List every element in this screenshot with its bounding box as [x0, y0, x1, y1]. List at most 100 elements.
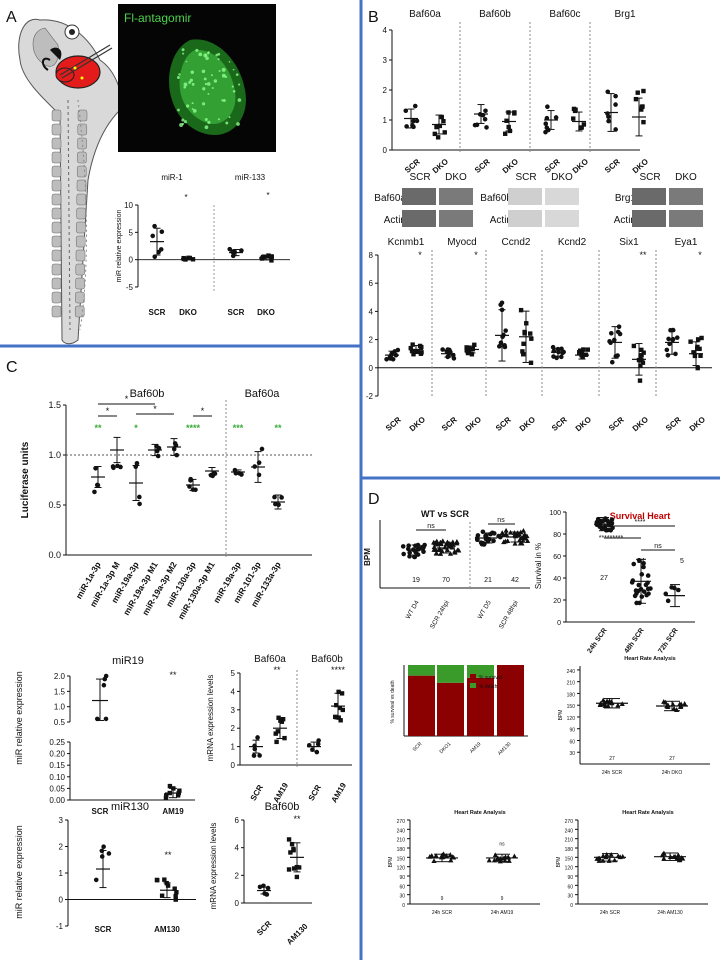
x-tick-label: WT D4: [405, 599, 421, 620]
data-point: [440, 347, 445, 352]
y-tick-label: 6: [235, 816, 240, 825]
data-point: [272, 494, 277, 500]
fluorescent-speck: [181, 122, 185, 126]
group-title: Baf60a: [409, 9, 441, 20]
y-axis-label: BPM: [556, 857, 562, 868]
panel-letter-b: B: [368, 9, 379, 26]
data-point: [163, 795, 169, 800]
y-tick-label: 2: [59, 843, 64, 852]
data-point: [279, 719, 285, 724]
group-title: Eya1: [675, 237, 698, 248]
data-point: [502, 344, 508, 350]
fluorescent-speck: [201, 69, 206, 74]
blot-header: DKO: [675, 172, 697, 183]
data-point: [664, 347, 670, 353]
data-point: [641, 564, 646, 570]
data-point: [499, 300, 505, 306]
data-point: [400, 544, 406, 549]
chart-title: WT vs SCR: [421, 509, 470, 519]
data-point: [482, 116, 488, 122]
y-tick-label: 270: [397, 819, 406, 825]
data-point: [434, 124, 439, 130]
blot-header: SCR: [639, 172, 660, 183]
y-tick-label: 30: [569, 751, 575, 757]
death-bar: [408, 665, 435, 676]
data-point: [499, 530, 505, 535]
data-point: [518, 307, 524, 313]
y-tick-label: 210: [567, 681, 576, 687]
y-tick-label: 0: [383, 146, 388, 155]
somite: [77, 151, 87, 164]
y-tick-label: 0: [570, 903, 573, 909]
data-point: [407, 550, 412, 555]
data-point: [496, 344, 502, 349]
blot-band: [439, 210, 473, 227]
group-title: Brg1: [614, 9, 636, 20]
x-tick-label: 24h SCR: [432, 910, 453, 916]
ns-label: ns: [654, 543, 662, 550]
y-tick-label: 0.10: [49, 773, 65, 782]
data-point: [609, 517, 615, 522]
y-tick-label: 0: [369, 364, 374, 373]
y-tick-label: 8: [369, 251, 374, 260]
y-tick-label: 60: [399, 884, 405, 890]
somite: [77, 123, 88, 136]
data-point: [609, 359, 615, 365]
data-point: [417, 343, 423, 349]
legend-swatch-death: [470, 683, 476, 688]
significance: *: [201, 406, 205, 416]
data-point: [452, 549, 458, 555]
blot-band: [669, 188, 703, 205]
y-tick-label: 5: [231, 669, 236, 678]
blot-band: [402, 210, 436, 227]
y-tick-label: 0.5: [48, 500, 61, 510]
data-point: [291, 846, 296, 852]
chart-baf-am130: Baf60b 0 2 4 6 mRNA expression levels ** SCR AM1…: [209, 801, 312, 947]
data-point: [616, 324, 622, 330]
data-point: [606, 858, 612, 863]
data-point: [636, 582, 642, 588]
data-point: [633, 588, 639, 593]
data-point: [432, 131, 438, 137]
fluorescent-speck: [225, 121, 229, 125]
data-point: [282, 735, 287, 741]
significance: **: [164, 850, 172, 860]
fluorescent-speck: [238, 83, 241, 86]
fluorescent-speck: [217, 52, 221, 56]
data-point: [572, 108, 578, 114]
chart-stacked-survival: % survival vs death SCR DKO1 AM19 AM130 % sur…: [390, 665, 528, 757]
y-tick-label: 0: [402, 903, 405, 909]
data-point: [103, 673, 109, 679]
data-point: [579, 125, 584, 130]
y-tick-label: 180: [567, 692, 576, 698]
data-point: [111, 465, 116, 471]
fluorescent-speck: [192, 109, 197, 113]
data-point: [294, 874, 300, 880]
data-point: [190, 257, 196, 262]
y-tick-label: 2: [383, 86, 388, 95]
y-axis-label: miR relative expression: [14, 825, 24, 919]
significance: ****: [635, 519, 646, 526]
y-axis-label: miR relative expression: [14, 671, 24, 765]
significance: ****: [331, 665, 346, 675]
data-point: [498, 340, 504, 346]
data-point: [597, 702, 603, 707]
data-point: [188, 478, 193, 483]
somite: [51, 263, 62, 276]
data-point: [412, 103, 418, 109]
data-point: [338, 718, 343, 723]
fluorescent-speck: [185, 104, 190, 108]
data-point: [695, 365, 700, 371]
y-axis-label: mRNA expression levels: [206, 675, 215, 762]
data-point: [296, 865, 302, 870]
y-tick-label: 210: [397, 838, 406, 844]
data-point: [682, 701, 688, 706]
fluorescent-speck: [222, 99, 226, 102]
data-point: [268, 254, 274, 259]
data-point: [633, 96, 639, 102]
fluorescent-speck: [221, 99, 224, 102]
data-point: [403, 108, 409, 114]
data-point: [676, 587, 681, 593]
chart-hr-dko: Heart Rate Analysis 30 60 90 120 150 180 210 240…: [558, 656, 710, 776]
data-point: [431, 858, 437, 864]
